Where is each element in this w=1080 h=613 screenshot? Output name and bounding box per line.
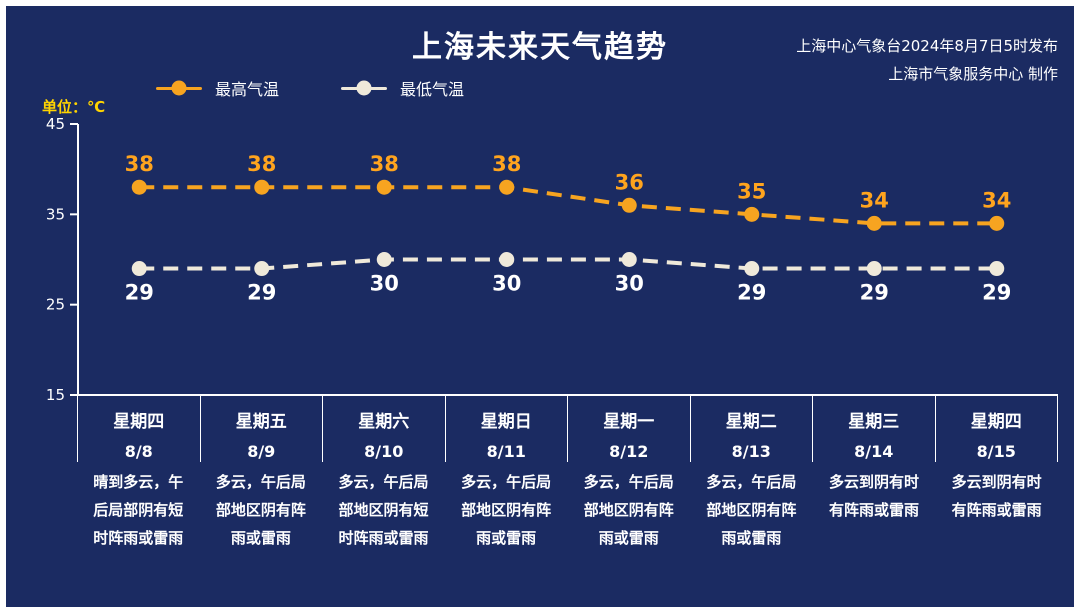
- weekday-label: 星期一: [603, 412, 655, 432]
- y-tick-label: 35: [46, 205, 65, 223]
- min-temp-point: [744, 261, 760, 277]
- day-column: 星期日 8/11: [446, 396, 568, 462]
- unit-label: 单位：℃: [42, 98, 106, 116]
- min-temp-point: [131, 261, 147, 277]
- max-temp-point: [989, 215, 1005, 231]
- y-tick-label: 45: [46, 116, 65, 133]
- min-temp-point: [621, 252, 637, 267]
- day-header-row: 星期四 8/8 星期五 8/9 星期六 8/10 星期日 8/11 星期一 8/12 星期二 8/13…: [77, 396, 1058, 462]
- weather-description: 晴到多云，午后局部阴有短时阵雨或雷雨: [93, 473, 184, 547]
- temperature-trend-chart: 45 35 25 15 38 38 38 38 36 35 34 34 29 29 30 30 30 29 29 29: [46, 116, 1058, 404]
- min-temp-value-label: 29: [737, 281, 766, 305]
- min-temp-value-label: 30: [492, 272, 521, 296]
- legend-label-max: 最高气温: [215, 80, 280, 99]
- weekday-label: 星期三: [848, 412, 900, 432]
- weather-description: 多云，午后局部地区阴有阵雨或雷雨: [583, 473, 674, 547]
- date-label: 8/14: [854, 442, 894, 461]
- weather-description: 多云，午后局部地区阴有阵雨或雷雨: [215, 473, 306, 547]
- date-label: 8/11: [486, 442, 526, 461]
- min-temp-series-line: [139, 257, 997, 271]
- page-title: 上海未来天气趋势: [412, 30, 668, 65]
- max-temp-point: [376, 179, 392, 195]
- min-temp-value-label: 30: [370, 272, 399, 296]
- max-temp-value-label: 38: [247, 152, 276, 176]
- min-temp-point: [499, 252, 515, 267]
- date-label: 8/12: [609, 442, 649, 461]
- date-label: 8/15: [976, 442, 1016, 461]
- weather-description: 多云，午后局部地区阴有短时阵雨或雷雨: [338, 473, 429, 547]
- min-temp-point: [866, 261, 882, 277]
- day-column: 星期三 8/14: [813, 396, 936, 462]
- max-temp-point: [131, 179, 147, 195]
- max-temp-series-line: [139, 185, 997, 226]
- min-temp-value-label: 29: [247, 281, 276, 305]
- source-line-1: 上海中心气象台2024年8月7日5时发布: [796, 37, 1058, 55]
- max-temp-value-label: 34: [860, 188, 889, 212]
- weekday-label: 星期二: [725, 412, 777, 432]
- day-column: 星期六 8/10: [323, 396, 446, 462]
- max-temp-dot-icon: [171, 80, 187, 96]
- weekday-label: 星期四: [970, 412, 1022, 432]
- date-label: 8/10: [364, 442, 404, 461]
- day-column: 星期五 8/9: [201, 396, 323, 462]
- weather-description: 多云，午后局部地区阴有阵雨或雷雨: [461, 473, 552, 547]
- date-label: 8/8: [124, 442, 153, 461]
- max-temp-point: [499, 179, 515, 195]
- date-label: 8/9: [247, 442, 276, 461]
- legend-item-min-temp: 最低气温: [341, 76, 464, 100]
- weekday-label: 星期日: [480, 412, 532, 432]
- max-temp-point: [866, 215, 882, 231]
- source-line-2: 上海市气象服务中心 制作: [888, 65, 1058, 83]
- weather-description: 多云，午后局部地区阴有阵雨或雷雨: [706, 473, 797, 547]
- weekday-label: 星期五: [235, 412, 287, 432]
- max-temp-point: [621, 197, 637, 213]
- day-column: 星期四 8/8: [78, 396, 201, 462]
- source-info: 上海中心气象台2024年8月7日5时发布 上海市气象服务中心 制作: [796, 32, 1058, 88]
- weekday-label: 星期四: [113, 412, 165, 432]
- min-temp-line-icon: [341, 80, 388, 96]
- max-temp-line-icon: [156, 80, 202, 96]
- day-column: 星期二 8/13: [691, 396, 813, 462]
- weather-description-row: 晴到多云，午后局部阴有短时阵雨或雷雨 多云，午后局部地区阴有阵雨或雷雨 多云，午后局…: [77, 469, 1058, 552]
- legend-label-min: 最低气温: [400, 80, 465, 99]
- min-temp-value-label: 29: [860, 281, 889, 305]
- weekday-label: 星期六: [358, 412, 410, 432]
- weather-description: 多云到阴有时有阵雨或雷雨: [829, 473, 920, 519]
- min-temp-point: [254, 261, 270, 277]
- max-temp-value-label: 38: [370, 152, 399, 176]
- max-temp-value-label: 36: [615, 170, 644, 194]
- min-temp-point: [989, 261, 1005, 277]
- day-column: 星期四 8/15: [936, 396, 1058, 462]
- date-label: 8/13: [731, 442, 771, 461]
- max-temp-value-label: 38: [125, 152, 154, 176]
- y-tick-label: 25: [46, 296, 65, 314]
- legend-item-max-temp: 最高气温: [156, 76, 279, 100]
- max-temp-point: [254, 179, 270, 195]
- chart-legend: 最高气温 最低气温: [156, 76, 464, 100]
- day-column: 星期一 8/12: [568, 396, 691, 462]
- max-temp-value-label: 35: [737, 179, 766, 203]
- min-temp-value-label: 29: [982, 281, 1011, 305]
- max-temp-point: [744, 206, 760, 222]
- max-temp-value-label: 34: [982, 188, 1011, 212]
- min-temp-dot-icon: [356, 80, 372, 96]
- min-temp-value-label: 30: [615, 272, 644, 296]
- min-temp-point: [376, 252, 392, 267]
- min-temp-value-label: 29: [125, 281, 154, 305]
- weather-description: 多云到阴有时有阵雨或雷雨: [951, 473, 1042, 519]
- y-tick-label: 15: [46, 386, 65, 404]
- max-temp-value-label: 38: [492, 152, 521, 176]
